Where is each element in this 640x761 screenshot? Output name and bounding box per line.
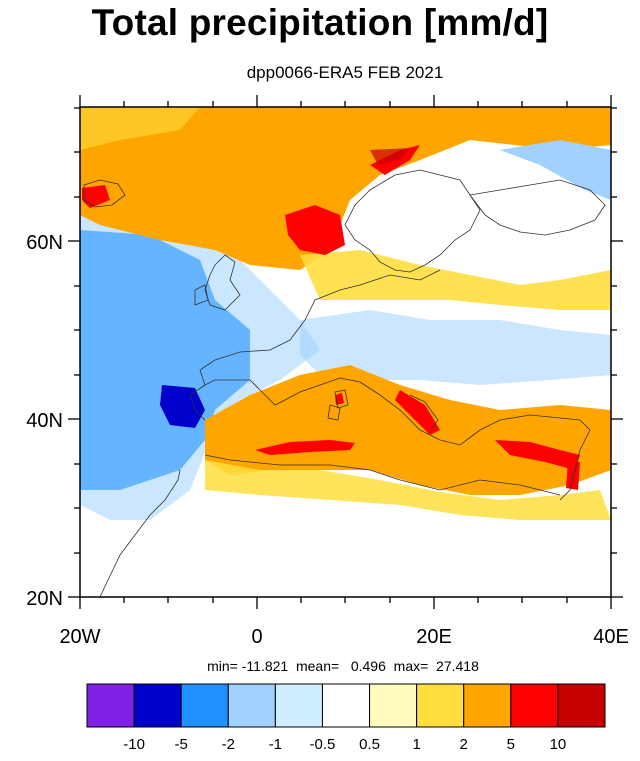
field-white-scandinavia bbox=[350, 150, 611, 260]
colorbar-label: -10 bbox=[123, 736, 145, 753]
field-yellow-baltic bbox=[300, 250, 611, 310]
colorbar-swatch bbox=[321, 683, 371, 728]
coastlines bbox=[83, 169, 606, 597]
field-red-iceland bbox=[82, 185, 110, 208]
field-red-turkey bbox=[495, 440, 580, 470]
x-tick-label-20w: 20W bbox=[59, 626, 100, 648]
colorbar-swatch bbox=[86, 683, 135, 728]
colorbar-swatch bbox=[557, 683, 606, 728]
field-orange-north bbox=[80, 107, 611, 270]
field-red-norway bbox=[285, 205, 345, 255]
colorbar-swatch bbox=[369, 683, 418, 728]
colorbar-swatch bbox=[463, 683, 512, 728]
field-darkblue-iberia bbox=[160, 385, 205, 428]
colorbar-label: 2 bbox=[460, 736, 468, 753]
colorbar: -10 -5 -2 -1 -0.5 0.5 1 2 5 10 bbox=[86, 683, 606, 753]
colorbar-label: -2 bbox=[222, 736, 235, 753]
colorbar-swatch bbox=[227, 683, 276, 728]
field-lightblue-atlantic bbox=[80, 190, 320, 520]
field-red-bergen bbox=[370, 148, 410, 165]
stats-text: min= -11.821 mean= 0.496 max= 27.418 bbox=[207, 658, 479, 674]
field-red-atlas bbox=[255, 440, 355, 455]
lon-ticks bbox=[79, 95, 612, 609]
colorbar-swatch bbox=[274, 683, 323, 728]
y-tick-label-60n: 60N bbox=[26, 232, 63, 254]
colorbar-label: 0.5 bbox=[359, 736, 380, 753]
field-lightblue-finland bbox=[500, 140, 611, 200]
colorbar-swatch bbox=[180, 683, 229, 728]
colorbar-swatch bbox=[416, 683, 465, 728]
field-red-balkans bbox=[395, 390, 440, 435]
field-lightblue-central bbox=[300, 310, 611, 385]
colorbar-label: -0.5 bbox=[310, 736, 336, 753]
y-tick-label-20n: 20N bbox=[26, 588, 63, 610]
map-field bbox=[80, 107, 611, 597]
colorbar-label: -1 bbox=[269, 736, 282, 753]
field-red-levant bbox=[566, 460, 580, 490]
plot-subtitle: dpp0066-ERA5 FEB 2021 bbox=[246, 63, 444, 82]
colorbar-label: -5 bbox=[175, 736, 188, 753]
x-tick-label-0: 0 bbox=[251, 626, 262, 648]
field-white-sahara bbox=[80, 520, 611, 597]
colorbar-swatch bbox=[510, 683, 559, 728]
field-orange-mediterranean bbox=[205, 365, 611, 495]
colorbar-label: 10 bbox=[550, 736, 567, 753]
x-tick-label-20e: 20E bbox=[416, 626, 452, 648]
plot-title: Total precipitation [mm/d] bbox=[91, 2, 549, 43]
colorbar-swatch bbox=[133, 683, 182, 728]
colorbar-label: 5 bbox=[507, 736, 515, 753]
lat-ticks bbox=[68, 107, 623, 598]
field-yellow-north bbox=[80, 107, 200, 150]
x-tick-label-40e: 40E bbox=[593, 626, 629, 648]
colorbar-label: 1 bbox=[412, 736, 420, 753]
field-yellow-nafrica bbox=[205, 460, 611, 520]
y-tick-label-40n: 40N bbox=[26, 410, 63, 432]
